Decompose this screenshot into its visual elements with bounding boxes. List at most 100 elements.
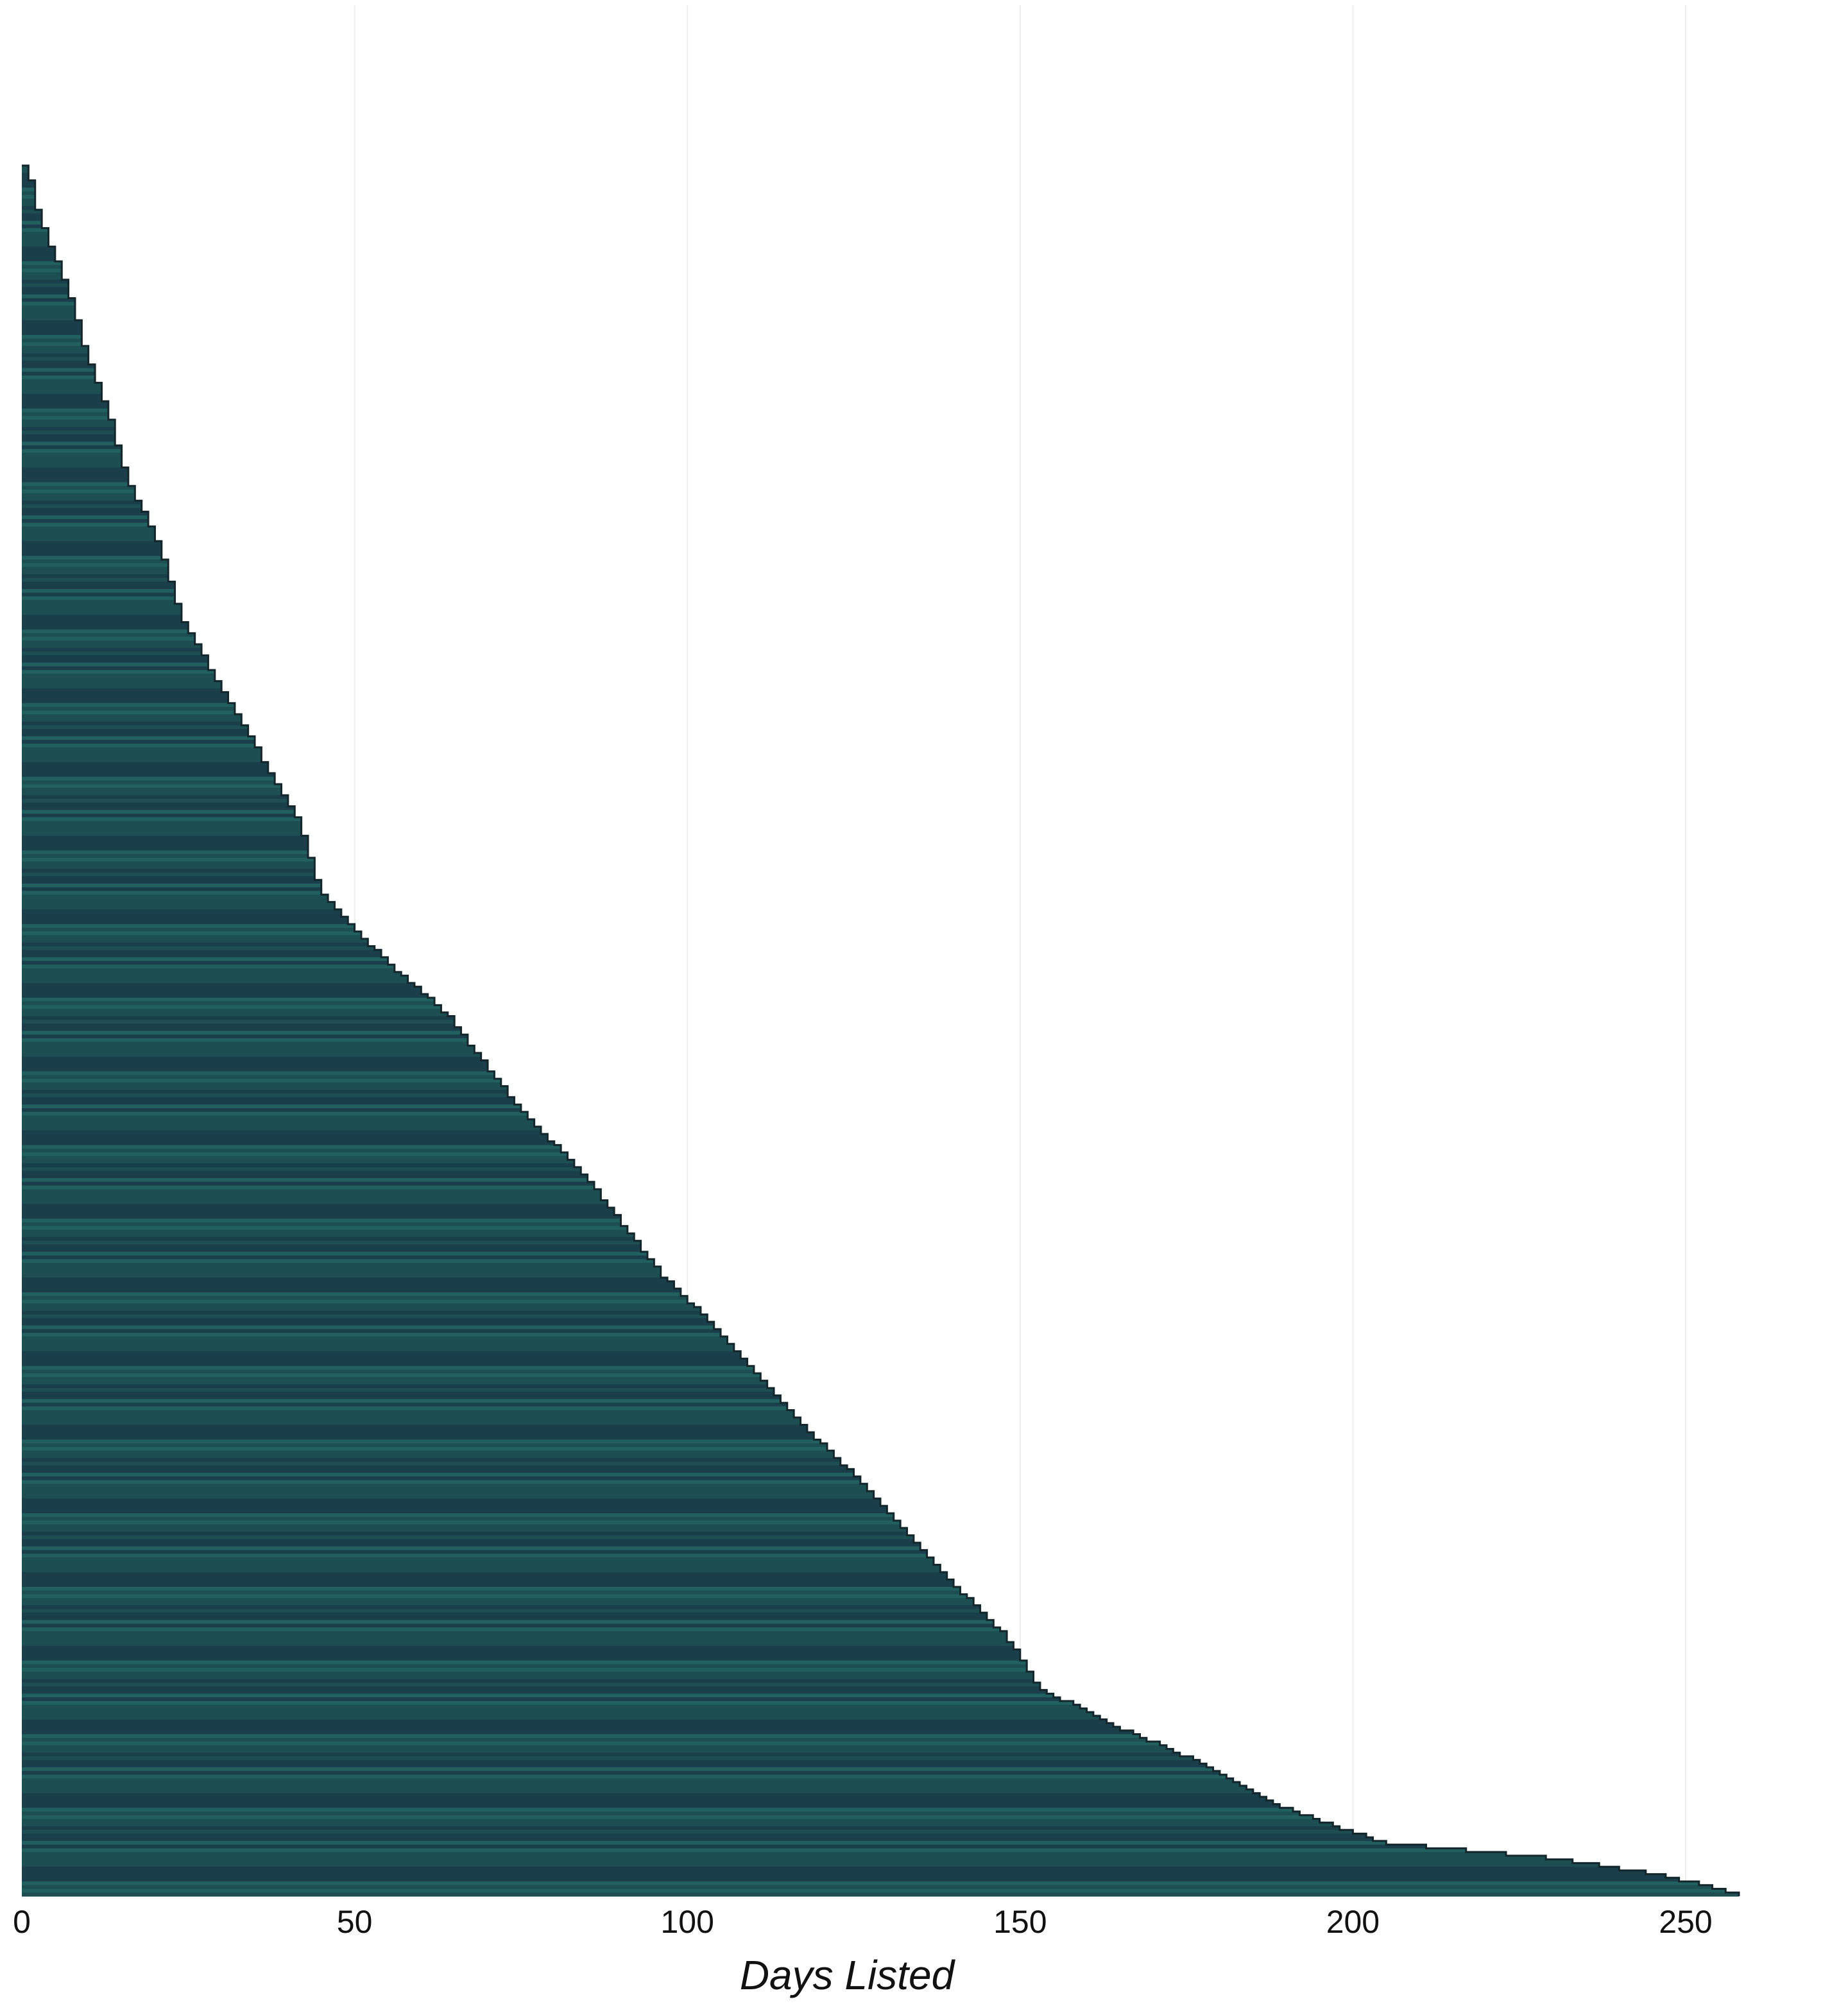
bar [22,232,49,236]
bar [22,622,189,626]
bar [22,548,162,553]
bar [22,1543,921,1547]
bar [22,1406,787,1411]
bar [22,1425,807,1429]
bar [22,1642,1014,1647]
bar [22,1344,734,1348]
bar [22,685,222,689]
bar [22,714,242,719]
bar [22,334,82,339]
x-tick-label: 250 [1659,1904,1712,1940]
bar [22,810,295,814]
bar [22,1329,721,1333]
bar [22,541,162,545]
bar [22,611,182,615]
bar [22,1303,694,1308]
bar [22,1052,481,1058]
bar [22,677,215,681]
bar [22,1859,1573,1863]
bar [22,596,175,601]
bar [22,802,288,807]
bar [22,1811,1300,1816]
bar [22,1454,834,1459]
bar [22,438,116,442]
bar [22,1126,542,1131]
bar [22,1749,1174,1753]
bar [22,250,55,255]
bar [22,902,335,906]
bar [22,850,308,855]
bar [22,1174,588,1179]
bar [22,1760,1200,1765]
bar [22,1623,994,1628]
bar [22,1458,841,1462]
bar [22,1855,1546,1860]
bar [22,1226,628,1230]
bar [22,357,89,361]
x-tick-label: 150 [993,1904,1047,1940]
x-axis-title: Days Listed [740,1952,956,1998]
bar [22,876,315,880]
bar [22,942,368,947]
bar [22,1119,535,1124]
bar [22,471,128,475]
bar [22,935,361,939]
bar [22,1156,568,1160]
bar [22,1712,1093,1717]
bar [22,364,96,369]
bar [22,696,228,700]
bar [22,725,248,730]
bar-outline [22,164,1740,1896]
bar [22,1362,748,1367]
bar [22,331,82,336]
bar [22,1248,641,1253]
bar [22,1399,781,1403]
bar [22,655,209,660]
bar [22,600,175,604]
bar [22,747,262,751]
bar [22,1439,821,1444]
bar [22,1700,1074,1706]
bar [22,1086,508,1090]
bar [22,294,69,299]
bar [22,313,75,317]
bar [22,445,122,450]
bar [22,784,282,789]
bar [22,1671,1034,1676]
bar [22,1152,568,1157]
bar [22,239,49,244]
bar [22,1620,994,1624]
bar [22,1333,721,1337]
bar [22,1211,615,1216]
x-tick-label: 0 [13,1904,31,1940]
bar [22,1137,548,1142]
bar [22,1564,941,1569]
bar [22,1266,661,1271]
bar [22,1473,854,1477]
bar [22,1634,1007,1639]
bar [22,257,55,262]
bar [22,751,262,755]
bar [22,773,275,778]
bar [22,1443,828,1448]
bar [22,1369,754,1374]
bar [22,1487,868,1492]
bar [22,1509,887,1514]
bar [22,1181,594,1186]
bar [22,323,82,329]
bar [22,1097,515,1102]
bar [22,865,315,869]
bar [22,1219,621,1223]
bar [22,1005,441,1009]
bar [22,968,395,973]
bar [22,1528,907,1532]
bar [22,1111,528,1117]
bar [22,1616,987,1621]
bar [22,552,162,556]
bar [22,821,302,825]
bar [22,703,235,708]
bar [22,1704,1081,1709]
bar [22,1535,914,1539]
bar [22,964,395,969]
bar [22,578,169,583]
